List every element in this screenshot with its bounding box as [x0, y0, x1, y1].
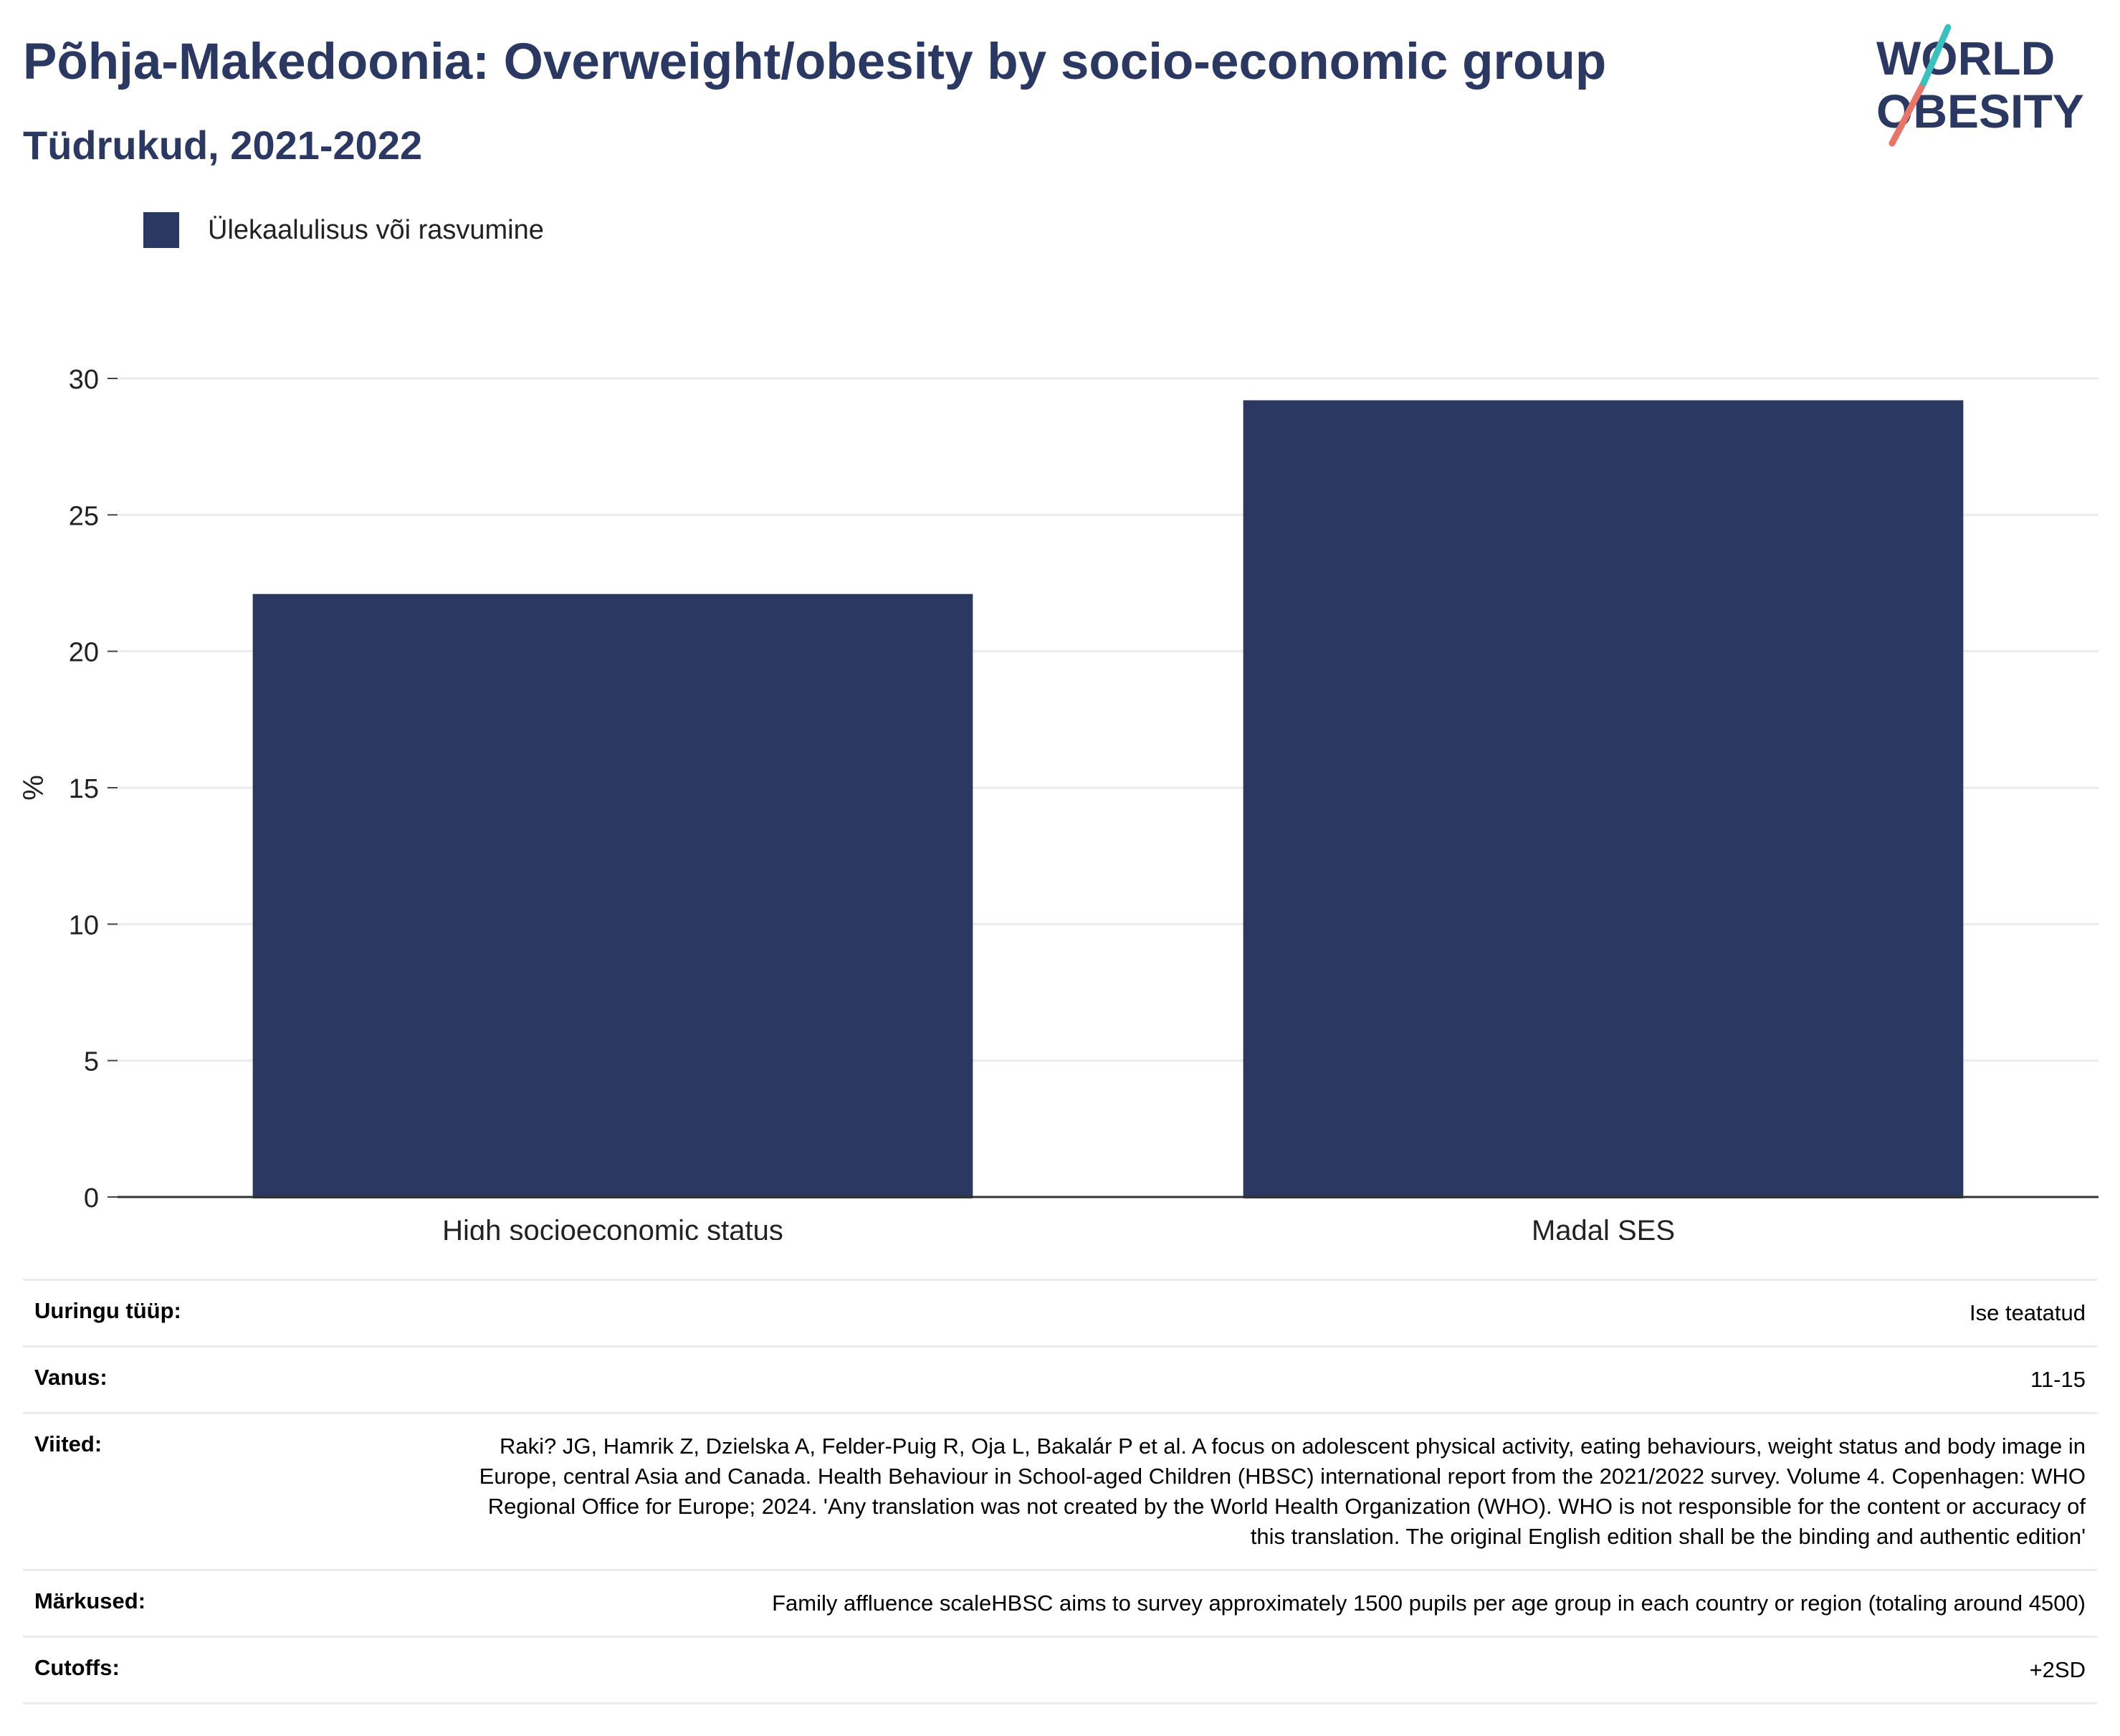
info-value: +2SD [447, 1636, 2097, 1704]
y-axis-ticks: 0 5 10 15 20 25 30 [69, 365, 118, 1213]
info-key: Vanus: [23, 1345, 447, 1413]
info-row: Viited: Raki? JG, Hamrik Z, Dzielska A, F… [23, 1412, 2097, 1570]
bar [1243, 400, 1964, 1198]
chart-subtitle: Tüdrukud, 2021-2022 [23, 123, 423, 168]
y-tick-label: 10 [69, 910, 99, 940]
chart-title: Põhja-Makedoonia: Overweight/obesity by … [23, 34, 1607, 90]
info-value: Raki? JG, Hamrik Z, Dzielska A, Felder-P… [447, 1412, 2097, 1570]
info-value: Ise teatatud [447, 1279, 2097, 1347]
bars [252, 400, 1964, 1198]
y-tick-label: 15 [69, 774, 99, 804]
info-key: Märkused: [23, 1569, 447, 1637]
x-tick-label: High socioeconomic status [442, 1215, 783, 1240]
bar [252, 593, 973, 1198]
y-tick-label: 5 [84, 1047, 99, 1077]
info-key: Cutoffs: [23, 1636, 447, 1704]
legend-swatch [143, 212, 179, 248]
x-tick-label: Madal SES [1532, 1215, 1675, 1240]
logo-line-1: WORLD [1876, 32, 2055, 85]
y-tick-label: 0 [84, 1183, 99, 1213]
info-row: Cutoffs: +2SD [23, 1636, 2097, 1704]
info-value: Family affluence scaleHBSC aims to surve… [447, 1569, 2097, 1637]
info-table: Uuringu tüüp: Ise teatatud Vanus: 11-15 Viit… [23, 1279, 2097, 1704]
info-key: Viited: [23, 1412, 447, 1570]
legend-label: Ülekaalulisus või rasvumine [208, 214, 544, 245]
y-tick-label: 20 [69, 638, 99, 668]
bar-chart: 0 5 10 15 20 25 30 High socioeconomic status Ma… [18, 365, 2098, 1240]
info-value: 11-15 [447, 1345, 2097, 1413]
y-tick-label: 25 [69, 501, 99, 531]
y-tick-label: 30 [69, 365, 99, 395]
logo-slash-coral [1889, 80, 1927, 147]
info-row: Märkused: Family affluence scaleHBSC aims… [23, 1569, 2097, 1637]
info-row: Uuringu tüüp: Ise teatatud [23, 1279, 2097, 1347]
info-key: Uuringu tüüp: [23, 1279, 447, 1347]
legend: Ülekaalulisus või rasvumine [143, 212, 544, 248]
world-obesity-logo: WORLD OBESITY [1876, 24, 2084, 147]
y-axis-label: % [18, 775, 49, 801]
info-row: Vanus: 11-15 [23, 1345, 2097, 1413]
logo-slash-teal [1920, 24, 1952, 87]
x-axis-ticks: High socioeconomic status Madal SES [118, 1196, 2098, 1240]
